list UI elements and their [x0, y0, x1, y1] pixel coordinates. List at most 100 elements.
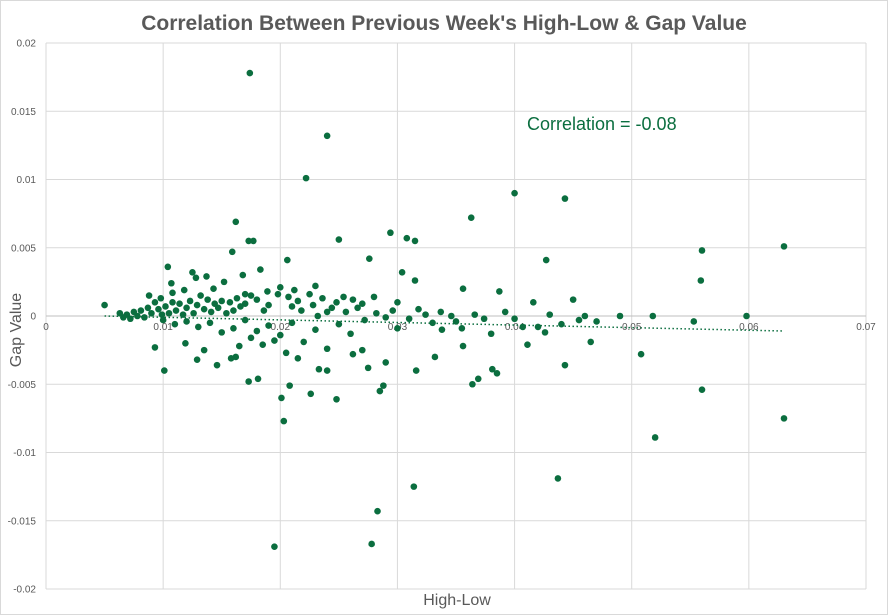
data-point: [780, 415, 788, 422]
data-point: [237, 303, 244, 310]
data-point: [211, 300, 218, 308]
data-point: [474, 375, 482, 383]
y-tick-label: 0: [30, 312, 36, 323]
data-point: [519, 323, 527, 331]
data-point: [159, 316, 167, 324]
x-tick-label: 0.07: [856, 322, 876, 333]
data-point: [575, 316, 583, 324]
data-point: [162, 303, 169, 310]
y-tick-label: -0.015: [8, 516, 37, 527]
data-point: [347, 330, 354, 338]
data-point: [349, 350, 357, 358]
data-point: [335, 236, 343, 243]
data-point: [213, 361, 221, 369]
data-point: [259, 341, 267, 348]
data-point: [382, 314, 390, 321]
data-point: [245, 378, 252, 385]
data-point: [254, 375, 262, 383]
data-point: [182, 340, 189, 347]
data-point: [437, 308, 445, 316]
data-point: [366, 255, 373, 262]
data-point: [459, 285, 467, 293]
data-point: [616, 312, 624, 320]
data-point: [448, 312, 455, 320]
x-tick-label: 0.04: [505, 322, 525, 333]
data-point: [394, 324, 401, 332]
data-point: [271, 543, 278, 550]
data-point: [218, 329, 226, 336]
data-point: [179, 311, 187, 318]
data-point: [250, 237, 257, 245]
data-point: [276, 284, 284, 291]
x-tick-label: 0: [43, 322, 49, 333]
data-point: [651, 434, 659, 441]
data-point: [176, 300, 183, 308]
data-point: [284, 256, 291, 264]
data-point: [411, 277, 419, 284]
data-point: [361, 316, 368, 324]
data-point: [368, 540, 375, 548]
data-point: [137, 307, 145, 314]
data-point: [193, 301, 201, 309]
data-point: [164, 263, 172, 271]
data-point: [207, 308, 215, 316]
data-point: [496, 288, 503, 295]
data-point: [226, 299, 234, 306]
data-point: [511, 189, 518, 197]
data-point: [168, 279, 175, 287]
data-point: [333, 395, 340, 403]
data-point: [253, 327, 261, 335]
data-point: [382, 359, 390, 366]
data-point: [530, 299, 537, 306]
data-point: [165, 309, 173, 317]
data-point: [358, 300, 366, 308]
data-point: [554, 475, 562, 482]
data-point: [569, 296, 577, 303]
data-point: [171, 320, 179, 328]
data-point: [335, 320, 343, 328]
data-point: [452, 318, 460, 325]
data-point: [233, 294, 241, 302]
data-point: [288, 303, 296, 310]
data-point: [398, 269, 406, 276]
data-point: [429, 319, 436, 327]
data-point: [288, 319, 296, 327]
data-point: [130, 308, 138, 316]
data-point: [141, 314, 148, 321]
data-point: [637, 350, 645, 358]
data-point: [307, 390, 315, 398]
data-point: [340, 293, 347, 301]
data-point: [593, 318, 600, 325]
data-point: [274, 290, 282, 298]
correlation-annotation: Correlation = -0.08: [527, 114, 677, 134]
data-point: [157, 294, 165, 302]
data-point: [469, 380, 476, 388]
data-point: [387, 229, 394, 237]
data-point: [291, 286, 298, 294]
data-point: [487, 330, 495, 338]
data-point: [561, 195, 569, 202]
data-point: [405, 315, 413, 323]
data-point: [230, 307, 237, 314]
x-tick-label: 0.01: [153, 322, 173, 333]
data-point: [194, 323, 202, 331]
data-point: [411, 237, 419, 245]
data-point: [380, 382, 387, 389]
data-point: [265, 322, 272, 329]
data-point: [422, 311, 429, 318]
data-point: [300, 338, 308, 346]
data-point: [438, 326, 446, 333]
data-point: [370, 293, 378, 301]
data-point: [189, 269, 196, 276]
data-point: [415, 305, 422, 313]
data-point: [743, 312, 750, 320]
data-point: [349, 296, 357, 303]
data-point: [239, 271, 247, 279]
data-point: [410, 483, 418, 490]
data-point: [480, 315, 488, 323]
x-axis-label: High-Low: [423, 592, 491, 609]
data-point: [172, 307, 180, 314]
data-point: [206, 319, 214, 327]
data-point: [342, 308, 350, 316]
y-tick-label: 0.005: [11, 243, 36, 254]
